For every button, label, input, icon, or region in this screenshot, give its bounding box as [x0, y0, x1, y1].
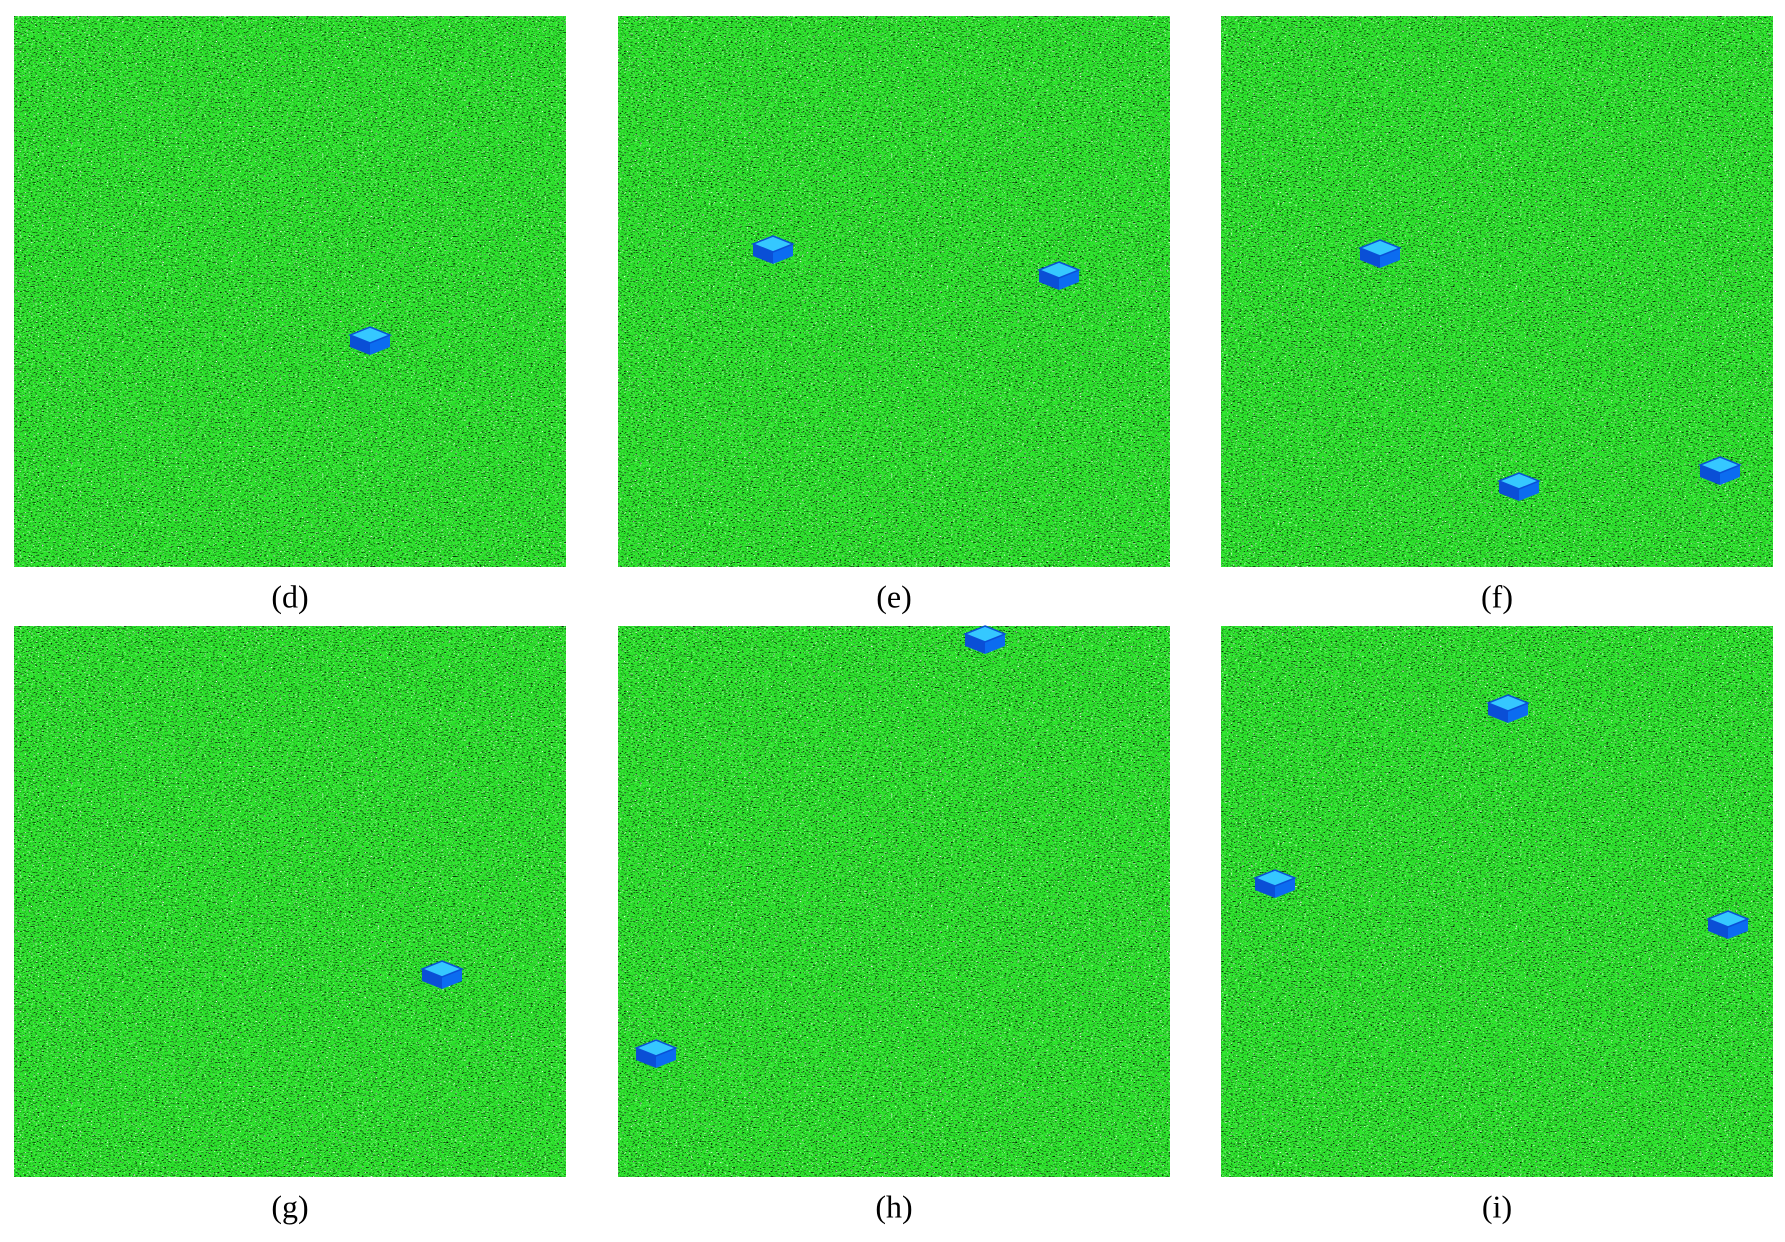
panel: (g): [14, 626, 566, 1224]
panel-label: (i): [1482, 1188, 1512, 1224]
simulation-image: [14, 626, 566, 1177]
panel-label: (e): [876, 578, 912, 614]
simulation-image: [618, 626, 1170, 1177]
panel-label: (h): [875, 1188, 912, 1224]
panel: (d): [14, 16, 566, 614]
panel-label: (d): [271, 578, 308, 614]
panel-label: (g): [271, 1188, 308, 1224]
panel-label: (f): [1481, 578, 1513, 614]
panel: (f): [1221, 16, 1773, 614]
simulation-image: [14, 16, 566, 567]
panel: (e): [618, 16, 1170, 614]
panel: (h): [618, 625, 1170, 1224]
simulation-image: [618, 16, 1170, 567]
panel: (i): [1221, 626, 1773, 1224]
simulation-image: [1221, 16, 1773, 567]
